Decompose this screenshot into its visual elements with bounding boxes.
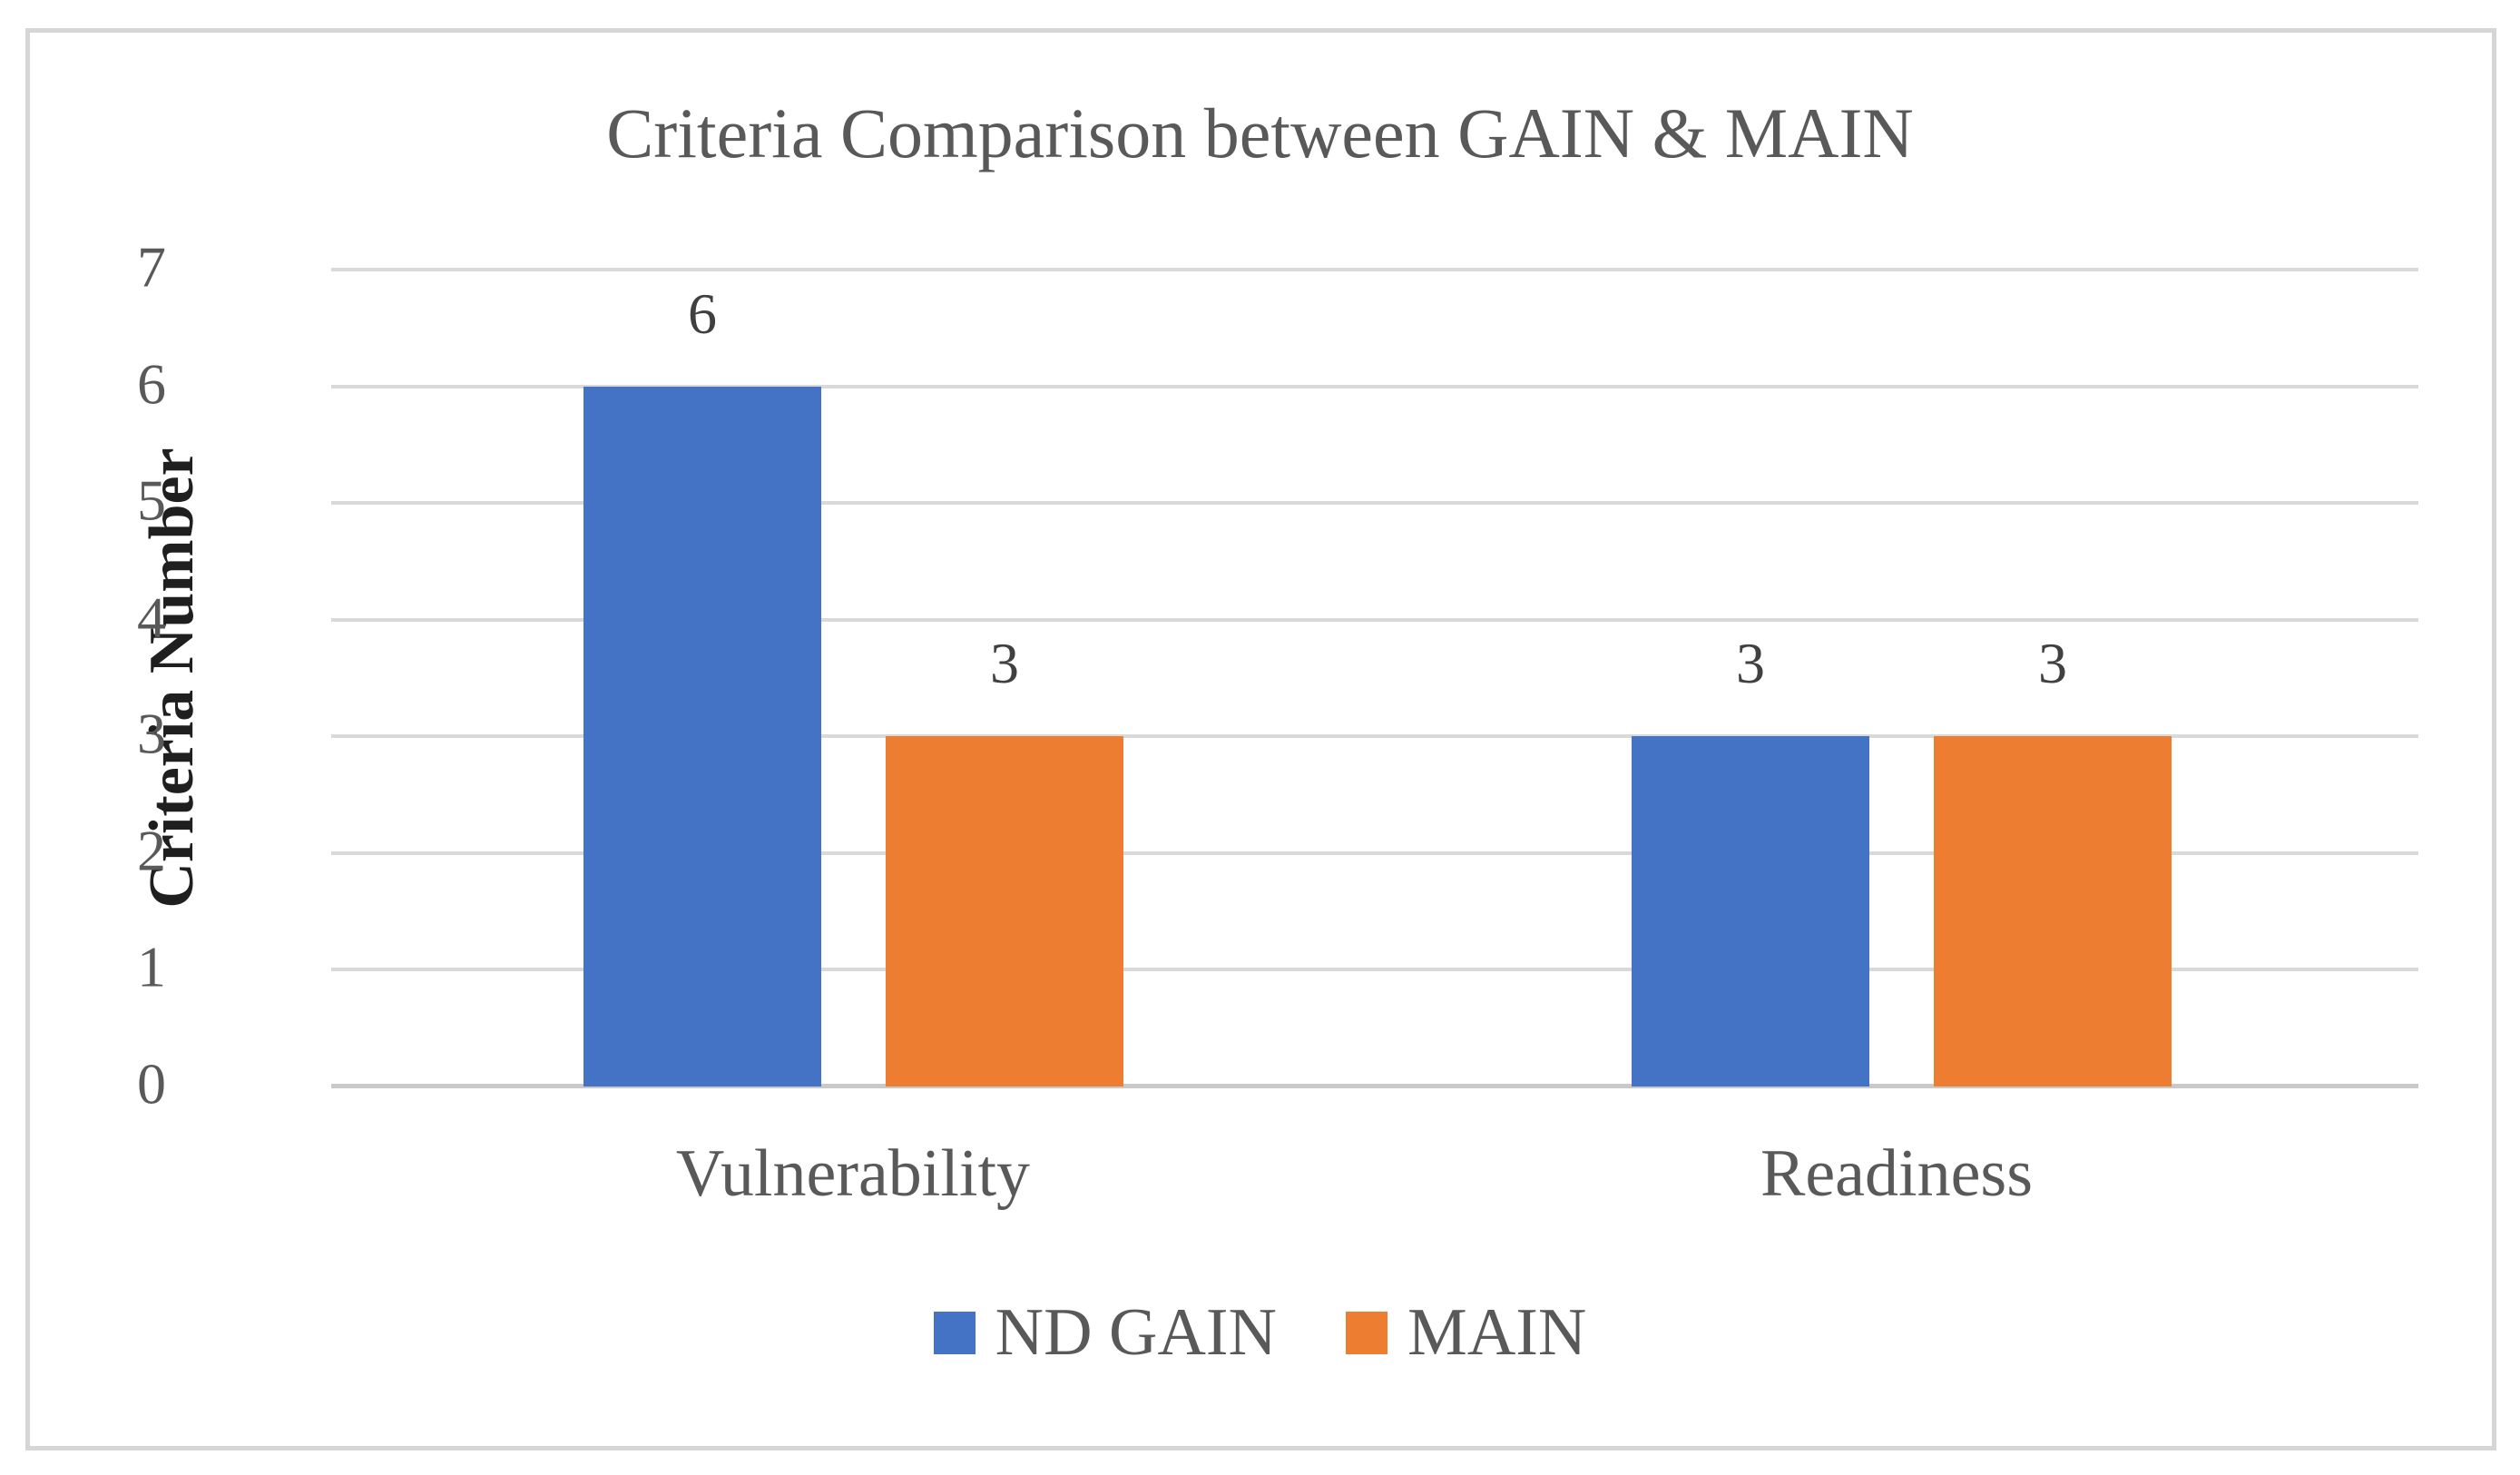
gridline-4 bbox=[331, 617, 2418, 622]
data-label-nd-gain-vulnerability: 6 bbox=[688, 280, 717, 346]
y-tick-7: 7 bbox=[137, 234, 166, 300]
gridline-6 bbox=[331, 384, 2418, 388]
x-axis-labels: Vulnerability Readiness bbox=[331, 1140, 2418, 1207]
legend: ND GAIN MAIN bbox=[0, 1287, 2520, 1378]
y-tick-4: 4 bbox=[137, 585, 166, 650]
bar-main-vulnerability bbox=[886, 736, 1123, 1087]
legend-label-nd-gain: ND GAIN bbox=[995, 1295, 1278, 1370]
chart-title: Criteria Comparison between GAIN & MAIN bbox=[606, 93, 1914, 172]
legend-item-nd-gain: ND GAIN bbox=[933, 1295, 1278, 1370]
gridline-3 bbox=[331, 734, 2418, 739]
legend-label-main: MAIN bbox=[1407, 1295, 1587, 1370]
legend-swatch-nd-gain bbox=[933, 1311, 976, 1354]
data-label-nd-gain-readiness: 3 bbox=[1736, 631, 1765, 696]
y-tick-0: 0 bbox=[137, 1051, 166, 1116]
gridline-1 bbox=[331, 968, 2418, 972]
data-label-main-readiness: 3 bbox=[2038, 631, 2067, 696]
y-tick-6: 6 bbox=[137, 351, 166, 417]
data-label-main-vulnerability: 3 bbox=[990, 631, 1019, 696]
chart-outer-border bbox=[25, 28, 2496, 1450]
bar-main-readiness bbox=[1934, 736, 2172, 1087]
gridline-2 bbox=[331, 851, 2418, 855]
gridline-7 bbox=[331, 268, 2418, 271]
bar-nd-gain-readiness bbox=[1632, 736, 1869, 1087]
legend-item-main: MAIN bbox=[1346, 1299, 1586, 1366]
plot-area: 7 6 5 4 3 2 1 0 6 3 3 3 bbox=[137, 238, 2418, 1113]
legend-swatch-main bbox=[1346, 1311, 1388, 1354]
x-axis-line bbox=[331, 1084, 2418, 1088]
y-tick-2: 2 bbox=[137, 818, 166, 883]
category-label-readiness: Readiness bbox=[1760, 1136, 2034, 1211]
category-label-vulnerability: Vulnerability bbox=[675, 1136, 1031, 1211]
y-tick-5: 5 bbox=[137, 467, 166, 533]
gridline-5 bbox=[331, 501, 2418, 506]
y-tick-3: 3 bbox=[137, 701, 166, 766]
y-tick-1: 1 bbox=[137, 934, 166, 999]
bar-nd-gain-vulnerability bbox=[583, 386, 821, 1087]
